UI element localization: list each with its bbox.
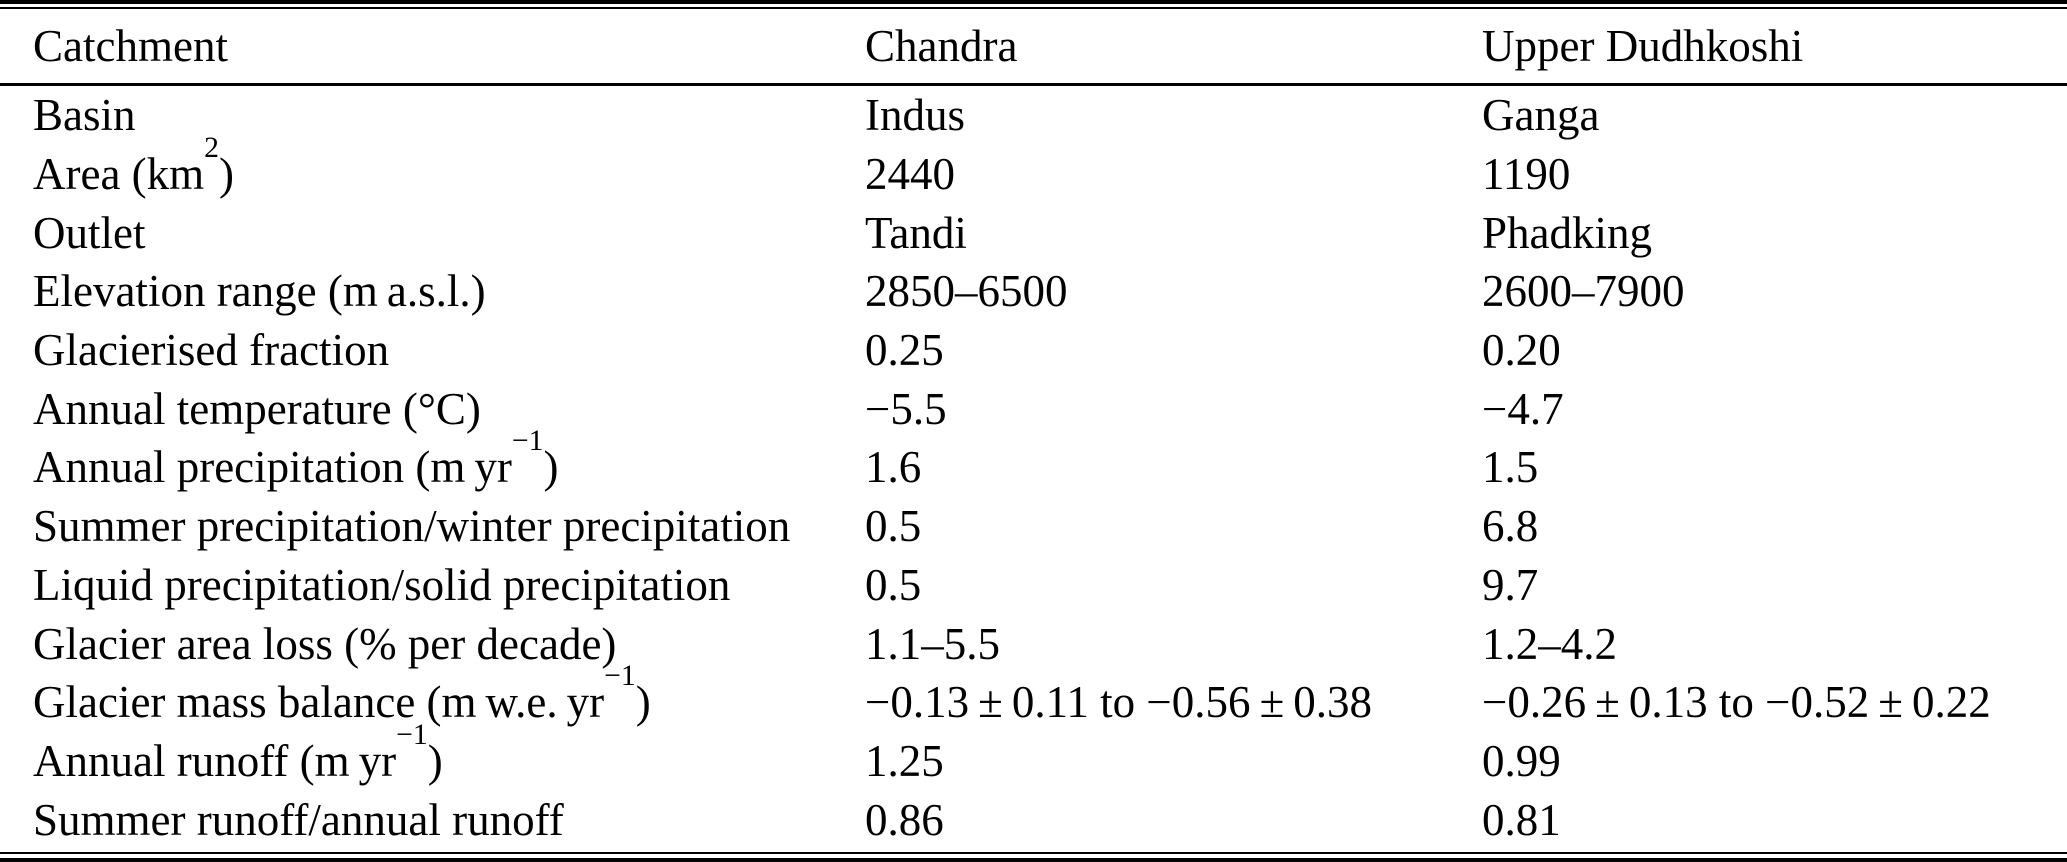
dudhkoshi-value: 0.81 bbox=[1482, 794, 1561, 845]
table-row-outlet: Outlet Tandi Phadking bbox=[0, 203, 2067, 262]
dudhkoshi-value: 9.7 bbox=[1482, 559, 1539, 610]
chandra-value: 0.25 bbox=[865, 325, 944, 376]
row-label: Glacier mass balance (m w.e. yr−1) bbox=[0, 661, 865, 732]
dudhkoshi-value: 1.2–4.2 bbox=[1482, 618, 1617, 669]
chandra-value: −5.5 bbox=[865, 383, 947, 434]
row-label: Annual precipitation (m yr−1) bbox=[0, 426, 865, 497]
chandra-value: 1.6 bbox=[865, 442, 922, 493]
row-label: Glacierised fraction bbox=[0, 321, 865, 380]
table-row-annual-temperature: Annual temperature (°C) −5.5 −4.7 bbox=[0, 379, 2067, 438]
dudhkoshi-value: −4.7 bbox=[1482, 383, 1564, 434]
catchment-comparison-table: Catchment Chandra Upper Dudhkoshi Basin … bbox=[0, 9, 2067, 849]
table-row-glacierised-fraction: Glacierised fraction 0.25 0.20 bbox=[0, 321, 2067, 380]
dudhkoshi-value: 0.20 bbox=[1482, 325, 1561, 376]
table-row-elevation-range: Elevation range (m a.s.l.) 2850–6500 260… bbox=[0, 262, 2067, 321]
dudhkoshi-value: −0.26 ± 0.13 to −0.52 ± 0.22 bbox=[1482, 677, 1991, 728]
dudhkoshi-value: Phadking bbox=[1482, 207, 1653, 258]
dudhkoshi-value: 1190 bbox=[1482, 149, 1571, 200]
chandra-value: Tandi bbox=[865, 207, 967, 258]
chandra-value: 1.25 bbox=[865, 735, 944, 786]
row-label-text: Glacierised fraction bbox=[33, 325, 390, 376]
dudhkoshi-value: 6.8 bbox=[1482, 501, 1539, 552]
chandra-value: 1.1–5.5 bbox=[865, 618, 1000, 669]
row-label-text: Glacier mass balance (m w.e. yr bbox=[33, 677, 605, 728]
row-label-suffix: ) bbox=[427, 735, 443, 786]
row-label-text: Liquid precipitation/solid precipitation bbox=[33, 559, 731, 610]
row-label-suffix: ) bbox=[543, 442, 559, 493]
row-label-text: Area (km bbox=[33, 149, 205, 200]
table-row-annual-runoff: Annual runoff (m yr−1) 1.25 0.99 bbox=[0, 720, 2067, 791]
table-row-summer-annual-runoff: Summer runoff/annual runoff 0.86 0.81 bbox=[0, 790, 2067, 849]
table-row-annual-precipitation: Annual precipitation (m yr−1) 1.6 1.5 bbox=[0, 426, 2067, 497]
row-label-text: Outlet bbox=[33, 207, 146, 258]
dudhkoshi-value: 2600–7900 bbox=[1482, 266, 1685, 317]
row-label-text: Annual precipitation (m yr bbox=[33, 442, 512, 493]
header-upper-dudhkoshi: Upper Dudhkoshi bbox=[1482, 9, 2067, 86]
row-label-text: Glacier area loss (% per decade) bbox=[33, 618, 617, 669]
row-label-superscript: −1 bbox=[396, 718, 428, 751]
header-row: Catchment Chandra Upper Dudhkoshi bbox=[0, 9, 2067, 86]
row-label: Outlet bbox=[0, 203, 865, 262]
row-label-text: Elevation range (m a.s.l.) bbox=[33, 266, 486, 317]
row-label-suffix: ) bbox=[219, 149, 235, 200]
table-bottom-heavy-rule bbox=[0, 858, 2067, 862]
chandra-value: 2440 bbox=[865, 149, 955, 200]
table-row-area: Area (km2) 2440 1190 bbox=[0, 133, 2067, 204]
header-catchment: Catchment bbox=[0, 9, 865, 86]
row-label-text: Annual temperature (°C) bbox=[33, 383, 481, 434]
table-row-glacier-mass-balance: Glacier mass balance (m w.e. yr−1) −0.13… bbox=[0, 661, 2067, 732]
dudhkoshi-value: Ganga bbox=[1482, 90, 1600, 141]
row-label: Glacier area loss (% per decade) bbox=[0, 614, 865, 673]
table-row-summer-winter-precipitation: Summer precipitation/winter precipitatio… bbox=[0, 497, 2067, 556]
table-row-liquid-solid-precipitation: Liquid precipitation/solid precipitation… bbox=[0, 556, 2067, 615]
table-bottom-light-rule bbox=[0, 852, 2067, 854]
row-label-text: Basin bbox=[33, 90, 136, 141]
table-top-light-rule bbox=[0, 7, 2067, 9]
chandra-value: 2850–6500 bbox=[865, 266, 1068, 317]
row-label-text: Summer runoff/annual runoff bbox=[33, 794, 564, 845]
row-label: Liquid precipitation/solid precipitation bbox=[0, 556, 865, 615]
row-label-text: Annual runoff (m yr bbox=[33, 735, 397, 786]
chandra-value: 0.5 bbox=[865, 501, 922, 552]
row-label-superscript: 2 bbox=[204, 131, 220, 164]
row-label-suffix: ) bbox=[635, 677, 651, 728]
table-row-glacier-area-loss: Glacier area loss (% per decade) 1.1–5.5… bbox=[0, 614, 2067, 673]
chandra-value: −0.13 ± 0.11 to −0.56 ± 0.38 bbox=[865, 677, 1373, 728]
header-chandra: Chandra bbox=[865, 9, 1482, 86]
row-label-superscript: −1 bbox=[511, 425, 544, 458]
row-label-superscript: −1 bbox=[604, 659, 636, 692]
dudhkoshi-value: 0.99 bbox=[1482, 735, 1561, 786]
row-label: Annual temperature (°C) bbox=[0, 379, 865, 438]
table-top-heavy-rule bbox=[0, 0, 2067, 4]
row-label: Summer precipitation/winter precipitatio… bbox=[0, 497, 865, 556]
chandra-value: 0.86 bbox=[865, 794, 944, 845]
row-label-text: Summer precipitation/winter precipitatio… bbox=[33, 501, 791, 552]
table-row-basin: Basin Indus Ganga bbox=[0, 85, 2067, 145]
row-label: Annual runoff (m yr−1) bbox=[0, 720, 865, 791]
chandra-value: Indus bbox=[865, 90, 965, 141]
row-label: Summer runoff/annual runoff bbox=[0, 790, 865, 849]
row-label: Elevation range (m a.s.l.) bbox=[0, 262, 865, 321]
chandra-value: 0.5 bbox=[865, 559, 922, 610]
row-label: Basin bbox=[0, 85, 865, 145]
row-label: Area (km2) bbox=[0, 133, 865, 204]
dudhkoshi-value: 1.5 bbox=[1482, 442, 1539, 493]
